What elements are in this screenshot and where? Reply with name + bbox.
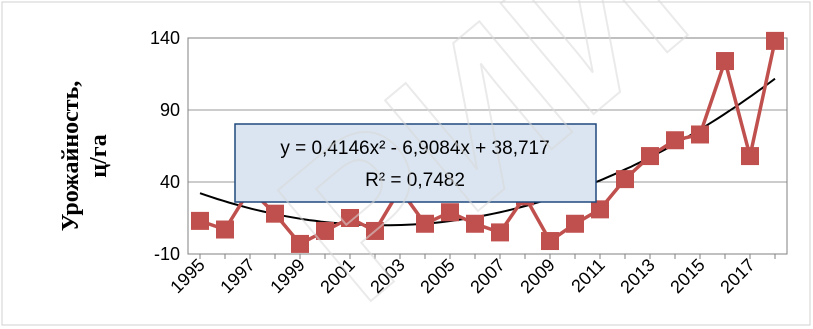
trendline-label-box: y = 0,4146x² - 6,9084x + 38,717 R² = 0,7… (234, 123, 597, 203)
trendline-equation: y = 0,4146x² - 6,9084x + 38,717 (280, 138, 549, 159)
data-point-marker (366, 221, 384, 240)
data-point-marker (441, 203, 459, 222)
data-point-marker (566, 214, 584, 233)
data-point-marker (541, 232, 559, 251)
series-yield (191, 31, 784, 253)
data-point-marker (341, 209, 359, 227)
y-axis-label-line-1: Урожайность, (58, 81, 84, 232)
data-point-marker (591, 200, 609, 219)
y-axis-label-line-2: ц/га (86, 134, 112, 177)
data-point-marker (191, 211, 209, 230)
data-point-marker (741, 147, 759, 166)
y-tick-label: -10 (154, 244, 180, 264)
y-tick-label: 90 (160, 100, 180, 120)
data-point-marker (491, 223, 509, 242)
data-point-marker (416, 214, 434, 233)
trendline-label-background (234, 123, 597, 203)
y-tick-label: 140 (150, 28, 180, 48)
data-point-marker (616, 170, 634, 189)
data-point-marker (466, 214, 484, 233)
y-axis-label: Урожайность, ц/га (58, 81, 112, 232)
data-point-marker (766, 31, 784, 50)
data-point-marker (291, 234, 309, 253)
trendline-r-squared: R² = 0,7482 (365, 170, 465, 191)
data-point-marker (716, 52, 734, 71)
data-point-marker (216, 220, 234, 239)
data-point-marker (266, 204, 284, 223)
data-point-marker (691, 125, 709, 144)
data-point-marker (666, 131, 684, 150)
data-point-marker (316, 221, 334, 240)
data-point-marker (641, 147, 659, 166)
y-tick-labels: -10 40 90 140 (150, 28, 180, 264)
y-tick-label: 40 (160, 172, 180, 192)
plot-area-border (187, 37, 788, 255)
